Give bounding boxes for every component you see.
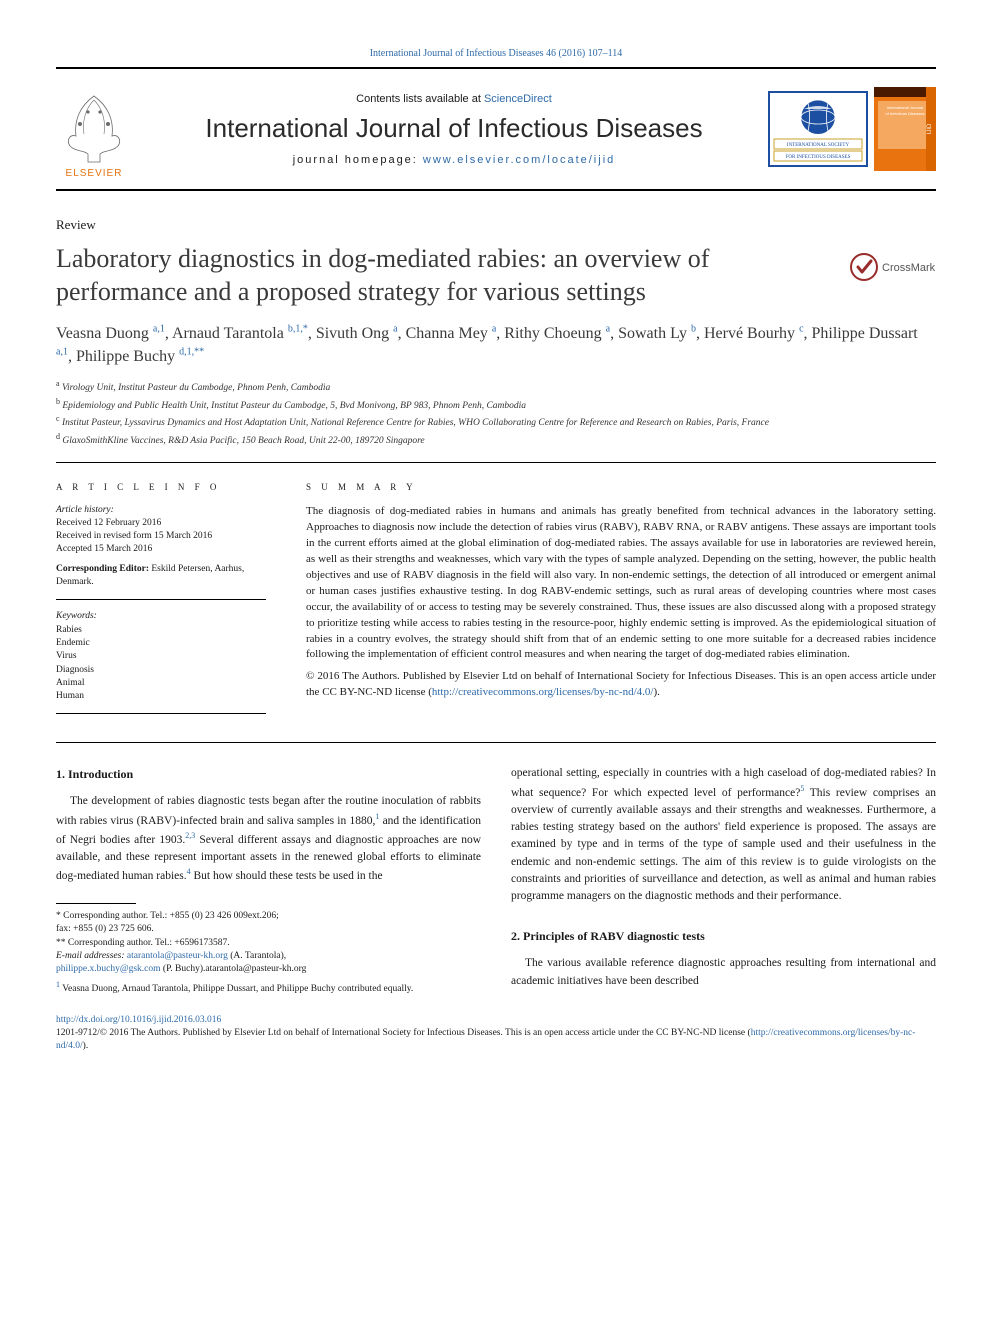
- col2-paragraph-1: operational setting, especially in count…: [511, 765, 936, 905]
- affiliation-c: Institut Pasteur, Lyssavirus Dynamics an…: [62, 418, 769, 428]
- email-label: E-mail addresses:: [56, 951, 125, 961]
- footnote-separator: [56, 903, 136, 904]
- elsevier-tree-icon: [60, 90, 128, 166]
- section-1-heading: 1. Introduction: [56, 765, 481, 783]
- keyword: Endemic: [56, 637, 266, 650]
- sec2-paragraph: The various available reference diagnost…: [511, 955, 936, 990]
- keyword: Animal: [56, 677, 266, 690]
- received-date: Received 12 February 2016: [56, 517, 266, 530]
- corr-author-1-fax: fax: +855 (0) 23 725 606.: [56, 923, 481, 936]
- svg-text:IJID: IJID: [927, 123, 933, 134]
- journal-title: International Journal of Infectious Dise…: [146, 113, 762, 144]
- section-2-heading: 2. Principles of RABV diagnostic tests: [511, 927, 936, 945]
- affiliation-b: Epidemiology and Public Health Unit, Ins…: [62, 401, 526, 411]
- accepted-date: Accepted 15 March 2016: [56, 543, 266, 556]
- copyright-close: ).: [653, 686, 659, 698]
- affiliations: a Virology Unit, Institut Pasteur du Cam…: [56, 378, 936, 448]
- crossmark-badge[interactable]: CrossMark: [848, 249, 936, 285]
- citation-header: International Journal of Infectious Dise…: [56, 48, 936, 59]
- svg-text:INTERNATIONAL SOCIETY: INTERNATIONAL SOCIETY: [787, 143, 850, 148]
- footnotes: * Corresponding author. Tel.: +855 (0) 2…: [56, 910, 481, 996]
- email-link-2[interactable]: philippe.x.buchy@gsk.com: [56, 964, 161, 974]
- contents-prefix: Contents lists available at: [356, 93, 484, 105]
- svg-text:International Journal: International Journal: [887, 105, 923, 110]
- ref-2-3[interactable]: 2,3: [185, 831, 195, 840]
- keyword: Virus: [56, 650, 266, 663]
- email-2-who: (P. Buchy).atarantola@pasteur-kh.org: [161, 964, 307, 974]
- col2-text-1b: This review comprises an overview of cur…: [511, 787, 936, 903]
- homepage-prefix: journal homepage:: [293, 154, 423, 166]
- sciencedirect-link[interactable]: ScienceDirect: [484, 93, 552, 105]
- corr-author-1: * Corresponding author. Tel.: +855 (0) 2…: [56, 910, 481, 923]
- keyword: Rabies: [56, 624, 266, 637]
- page-footer: http://dx.doi.org/10.1016/j.ijid.2016.03…: [56, 1014, 936, 1054]
- editor-label: Corresponding Editor:: [56, 564, 149, 574]
- homepage-link[interactable]: www.elsevier.com/locate/ijid: [423, 154, 615, 166]
- intro-paragraph: The development of rabies diagnostic tes…: [56, 793, 481, 885]
- journal-homepage: journal homepage: www.elsevier.com/locat…: [146, 154, 762, 166]
- svg-text:FOR INFECTIOUS DISEASES: FOR INFECTIOUS DISEASES: [786, 155, 851, 160]
- cc-license-link[interactable]: http://creativecommons.org/licenses/by-n…: [432, 686, 654, 698]
- copyright-line: © 2016 The Authors. Published by Elsevie…: [306, 669, 936, 701]
- revised-date: Received in revised form 15 March 2016: [56, 530, 266, 543]
- contents-available: Contents lists available at ScienceDirec…: [146, 93, 762, 105]
- issn-copyright: 1201-9712/© 2016 The Authors. Published …: [56, 1028, 751, 1038]
- affiliation-d: GlaxoSmithKline Vaccines, R&D Asia Pacif…: [62, 436, 424, 446]
- equal-contrib-note: Veasna Duong, Arnaud Tarantola, Philippe…: [62, 984, 413, 994]
- sec2-text-1: The various available reference diagnost…: [511, 957, 936, 986]
- elsevier-wordmark: ELSEVIER: [66, 168, 123, 179]
- journal-cover-thumbnail: International Journal of Infectious Dise…: [874, 87, 936, 171]
- affiliation-a: Virology Unit, Institut Pasteur du Cambo…: [62, 384, 330, 394]
- keyword: Diagnosis: [56, 664, 266, 677]
- article-title: Laboratory diagnostics in dog-mediated r…: [56, 243, 824, 308]
- divider: [56, 742, 936, 743]
- elsevier-logo: ELSEVIER: [56, 79, 132, 179]
- article-type: Review: [56, 217, 936, 233]
- author-list: Veasna Duong a,1, Arnaud Tarantola b,1,*…: [56, 322, 936, 368]
- doi-link[interactable]: http://dx.doi.org/10.1016/j.ijid.2016.03…: [56, 1015, 221, 1025]
- summary-text: The diagnosis of dog-mediated rabies in …: [306, 504, 936, 663]
- intro-text-1d: But how should these tests be used in th…: [191, 870, 383, 882]
- email-link-1[interactable]: atarantola@pasteur-kh.org: [127, 951, 228, 961]
- summary-heading: S U M M A R Y: [306, 481, 936, 494]
- society-logo: INTERNATIONAL SOCIETY FOR INFECTIOUS DIS…: [768, 91, 868, 167]
- journal-header: ELSEVIER Contents lists available at Sci…: [56, 67, 936, 191]
- footer-close: ).: [83, 1041, 89, 1051]
- email-1-who: (A. Tarantola),: [228, 951, 286, 961]
- svg-text:CrossMark: CrossMark: [882, 262, 936, 274]
- keywords-list: RabiesEndemicVirusDiagnosisAnimalHuman: [56, 624, 266, 704]
- svg-text:of Infectious Diseases: of Infectious Diseases: [885, 111, 924, 116]
- keyword: Human: [56, 690, 266, 703]
- corr-author-2: ** Corresponding author. Tel.: +65961735…: [56, 937, 481, 950]
- divider: [56, 462, 936, 463]
- keywords-label: Keywords:: [56, 610, 266, 623]
- article-info-heading: A R T I C L E I N F O: [56, 481, 266, 494]
- history-label: Article history:: [56, 504, 266, 517]
